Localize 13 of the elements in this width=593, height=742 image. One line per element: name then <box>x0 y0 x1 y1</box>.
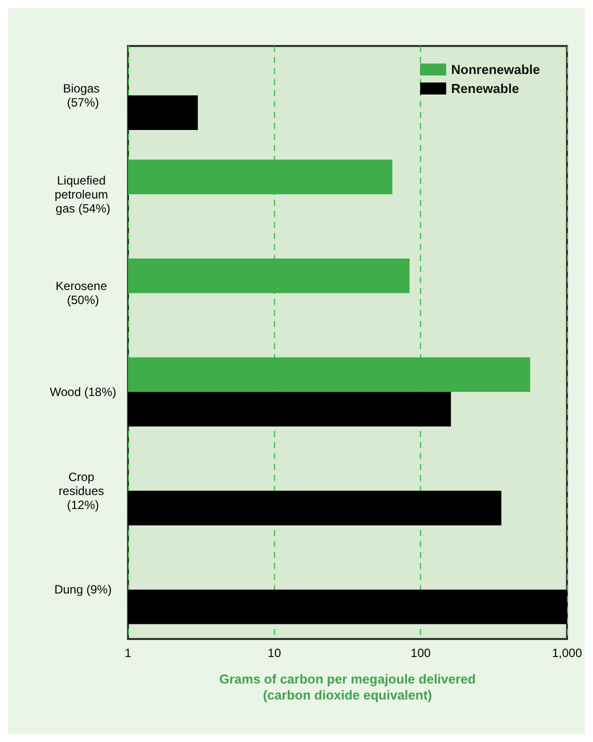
y-tick-label: Dung (9%) <box>54 582 112 597</box>
y-tick-label: Crop residues (12%) <box>58 470 108 512</box>
x-tick-label: 1,000 <box>552 646 582 660</box>
y-tick-label: Wood (18%) <box>50 384 116 399</box>
y-tick-label: Liquefied petroleum gas (54%) <box>54 173 112 216</box>
legend-label: Renewable <box>451 81 520 96</box>
y-tick-label: Kerosene (50%) <box>56 279 110 308</box>
legend-label: Nonrenewable <box>451 62 540 77</box>
x-axis-title: Grams of carbon per megajoule delivered (carbon dioxide equivalent) <box>219 672 476 702</box>
y-tick-label: Biogas (57%) <box>62 81 104 110</box>
x-tick-label: 10 <box>268 646 282 660</box>
x-tick-label: 100 <box>410 646 431 660</box>
x-tick-label: 1 <box>124 646 132 660</box>
